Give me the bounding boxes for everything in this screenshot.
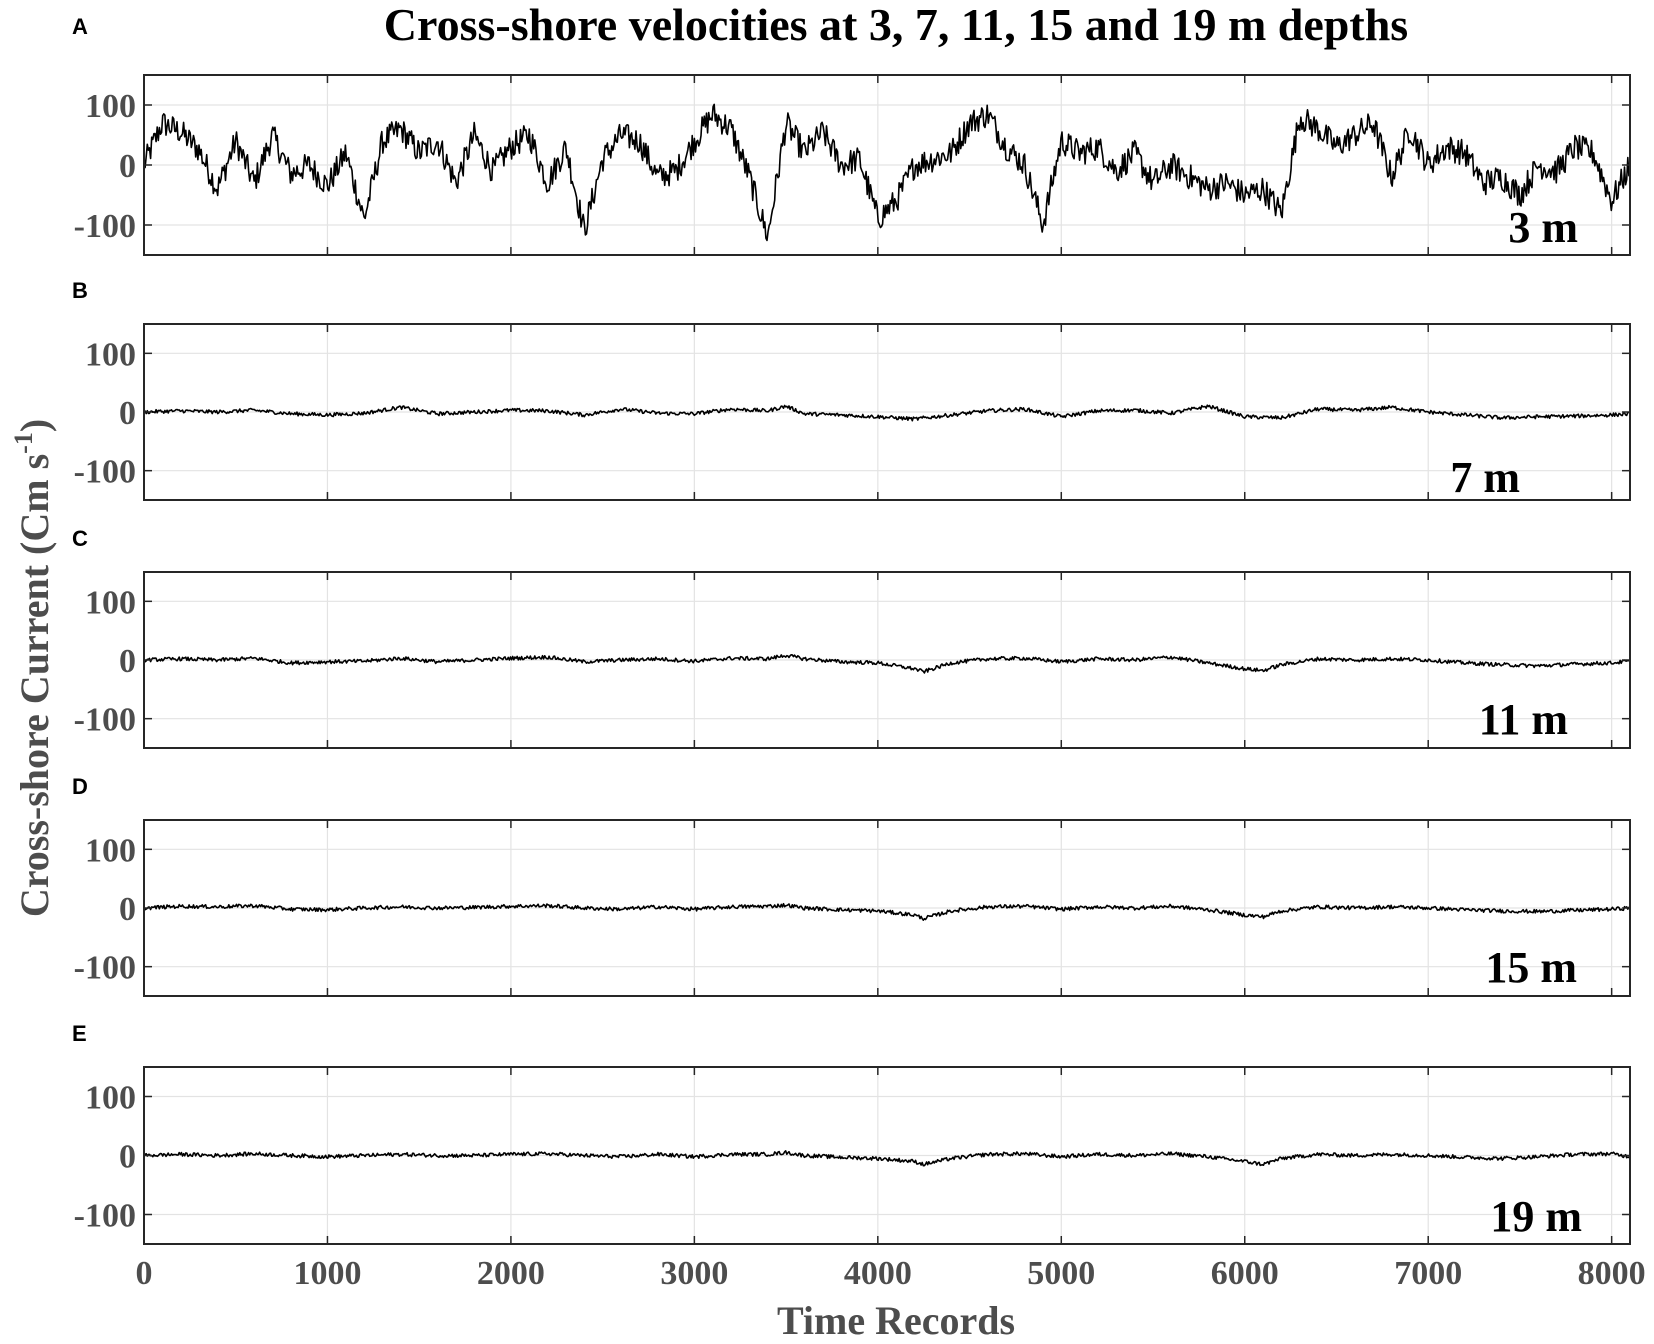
y-axis-label-main: Cross-shore Current (Cm s (12, 454, 57, 917)
y-tick-label: -100 (74, 702, 136, 739)
y-tick-label: 0 (119, 891, 136, 928)
panel-letter: A (72, 14, 88, 39)
x-tick-label: 3000 (660, 1255, 728, 1292)
panel-letter: C (72, 526, 88, 551)
panel-letter: D (72, 774, 88, 799)
y-tick-label: -100 (74, 208, 136, 245)
y-tick-label: 100 (85, 832, 136, 869)
depth-label: 11 m (1479, 695, 1568, 744)
x-tick-label: 0 (136, 1255, 153, 1292)
y-tick-label: 0 (119, 148, 136, 185)
y-axis-label-superscript: -1 (9, 432, 38, 454)
y-axis-label: Cross-shore Current (Cm s-1) (9, 419, 57, 917)
y-tick-label: 100 (85, 584, 136, 621)
x-tick-label: 8000 (1578, 1255, 1646, 1292)
depth-label: 15 m (1485, 943, 1577, 992)
panel-a: A 100 0 -100 3 m (72, 14, 1631, 256)
panel-b: B 100 0 -100 7 m (72, 278, 1631, 502)
y-tick-label: 100 (85, 336, 136, 373)
series-line (143, 902, 1631, 922)
panel-letter: B (72, 278, 88, 303)
x-tick-label: 1000 (293, 1255, 361, 1292)
y-tick-label: -100 (74, 454, 136, 491)
depth-label: 3 m (1508, 203, 1578, 252)
y-tick-label: -100 (74, 1198, 136, 1235)
y-tick-label: 0 (119, 643, 136, 680)
x-tick-label: 7000 (1394, 1255, 1462, 1292)
y-tick-label: 0 (119, 395, 136, 432)
series-line (143, 1150, 1631, 1167)
y-axis-label-close: ) (12, 419, 57, 432)
series-line (143, 404, 1631, 422)
y-tick-label: 100 (85, 1080, 136, 1117)
x-axis-label: Time Records (777, 1298, 1015, 1343)
y-tick-label: -100 (74, 950, 136, 987)
panel-letter: E (72, 1021, 87, 1046)
series-line (143, 103, 1631, 242)
y-tick-label: 100 (85, 88, 136, 125)
y-tick-label: 0 (119, 1139, 136, 1176)
depth-label: 7 m (1450, 453, 1520, 502)
x-tick-label: 6000 (1211, 1255, 1279, 1292)
series-line (143, 653, 1631, 674)
panel-c: C 100 0 -100 11 m (72, 526, 1631, 749)
depth-label: 19 m (1490, 1192, 1582, 1241)
x-tick-label: 5000 (1027, 1255, 1095, 1292)
chart-title: Cross-shore velocities at 3, 7, 11, 15 a… (384, 0, 1408, 50)
x-tick-label: 2000 (477, 1255, 545, 1292)
panel-d: D 100 0 -100 15 m (72, 774, 1631, 997)
x-tick-label: 4000 (844, 1255, 912, 1292)
